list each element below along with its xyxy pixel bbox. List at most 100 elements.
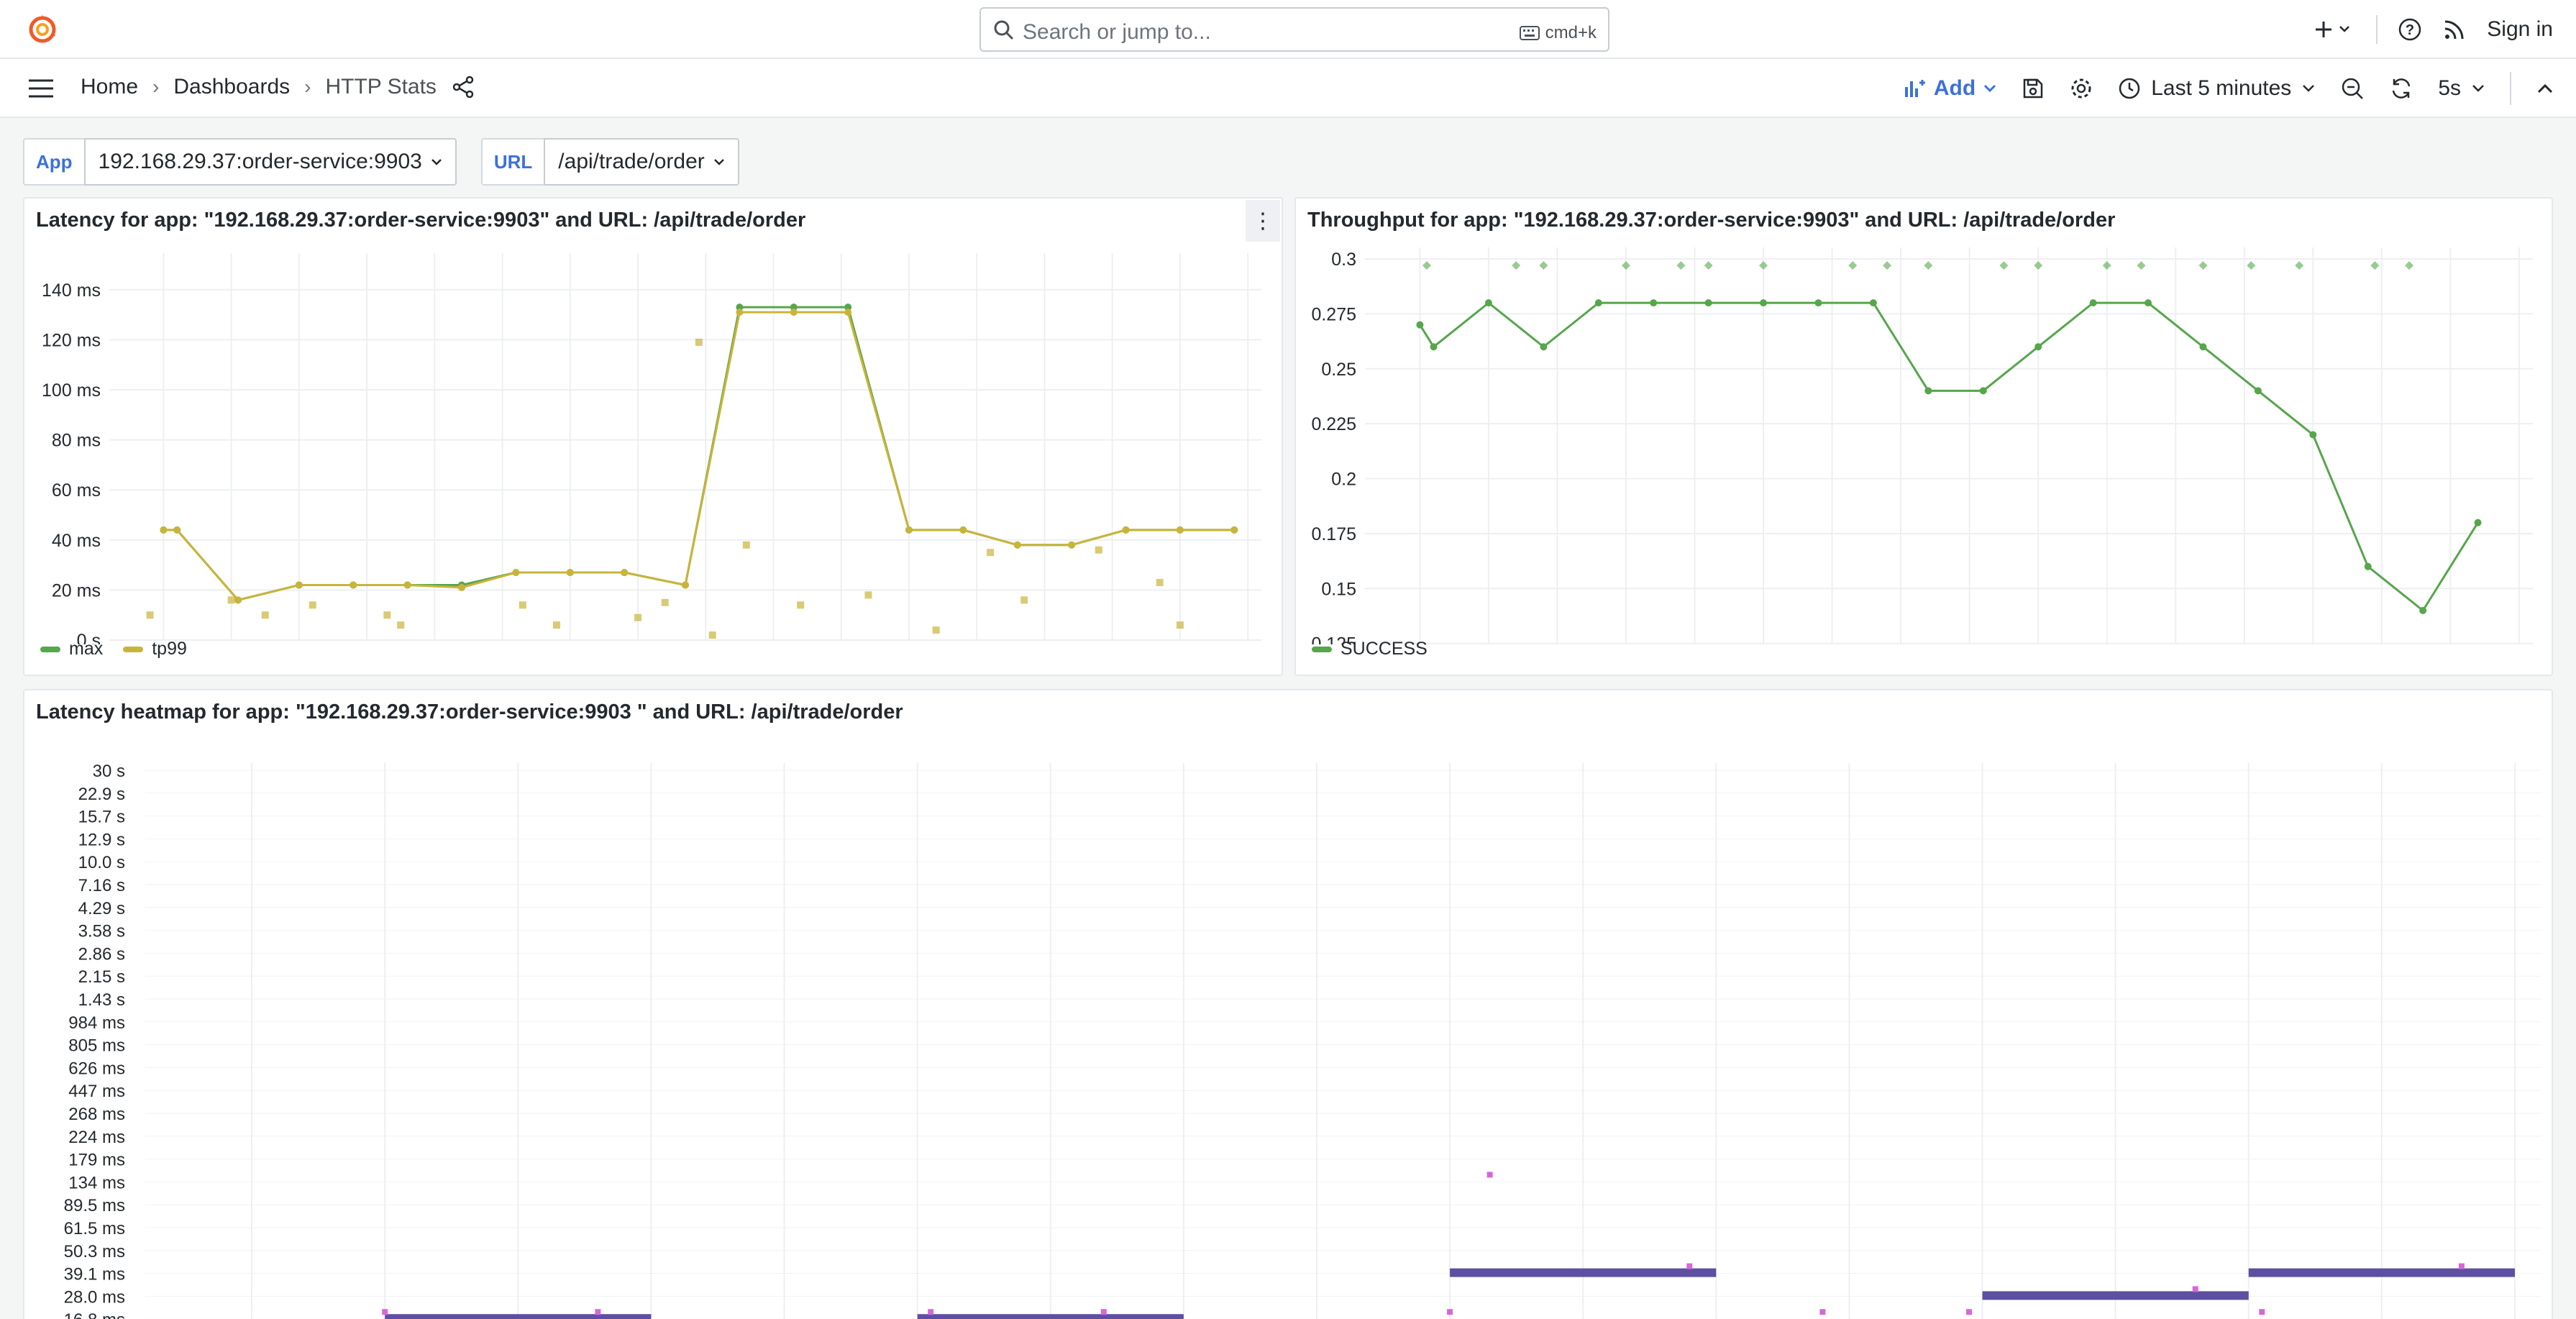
breadcrumb-dashboards[interactable]: Dashboards [173,75,291,99]
heatmap-cell [917,1314,1184,1319]
latency-legend: max tp99 [40,639,187,660]
add-button-label: Add [1933,76,1976,100]
series-point-success [1430,343,1438,351]
y-tick-label: 20 ms [52,580,101,601]
series-point-tp99 [403,581,411,589]
settings-gear-icon[interactable] [2069,76,2093,101]
y-tick-label: 2.86 s [78,944,125,964]
refresh-interval-label: 5s [2438,76,2461,100]
y-tick-label: 16.8 ms [64,1310,125,1319]
search-icon [994,20,1014,40]
zoom-out-icon[interactable] [2340,76,2365,101]
series-point-success [1650,299,1658,307]
series-point-success [2145,299,2152,307]
variable-url: URL /api/trade/order [480,138,739,186]
search-input[interactable]: Search or jump to... cmd+k [979,7,1609,52]
series-line-max [163,306,1235,601]
heatmap-point [595,1309,601,1315]
latency-panel-title[interactable]: Latency for app: "192.168.29.37:order-se… [36,209,806,232]
series-point-tp99 [160,526,168,534]
breadcrumb-current: HTTP Stats [325,75,437,99]
save-icon[interactable] [2022,77,2045,100]
variable-url-select[interactable]: /api/trade/order [544,138,739,186]
clock-icon [2119,78,2140,99]
sign-in-link[interactable]: Sign in [2487,17,2553,41]
legend-item-success[interactable]: SUCCESS [1312,639,1428,660]
series-point-max [844,303,852,311]
template-variables: App 192.168.29.37:order-service:9903 URL… [23,138,739,186]
legend-label-max: max [69,639,104,659]
scatter-point [1924,261,1933,270]
y-tick-label: 1.43 s [78,990,125,1010]
scatter-point [1539,261,1548,270]
divider [2510,72,2511,105]
series-point-success [1540,343,1548,351]
divider [2376,15,2378,44]
series-point-tp99 [1013,541,1021,549]
series-point-success [1704,299,1712,307]
series-point-tp99 [234,596,242,604]
legend-item-tp99[interactable]: tp99 [123,639,187,660]
y-tick-label: 50.3 ms [64,1242,125,1261]
throughput-legend: SUCCESS [1312,639,1428,660]
chevron-down-icon [1984,84,1996,93]
news-rss-icon[interactable] [2442,17,2467,42]
variable-app: App 192.168.29.37:order-service:9903 [23,138,457,186]
time-range-picker[interactable]: Last 5 minutes [2118,76,2316,101]
throughput-chart[interactable]: 0.1250.150.1750.20.2250.250.2750.312:18:… [1296,242,2552,644]
scatter-point [397,621,405,629]
series-point-success [1814,299,1822,307]
scatter-point [2102,261,2111,270]
new-plus-icon[interactable] [2313,19,2356,40]
panel-menu-icon[interactable]: ⋮ [1246,200,1280,242]
menu-hamburger-icon[interactable] [27,76,55,101]
add-button[interactable]: Add [1904,76,1997,101]
share-icon[interactable] [451,75,475,99]
chevron-down-icon [713,159,724,165]
throughput-panel: Throughput for app: "192.168.29.37:order… [1294,197,2553,676]
scatter-point [309,601,316,609]
y-tick-label: 0.275 [1311,304,1356,324]
y-tick-label: 268 ms [68,1105,125,1124]
series-point-success [1869,299,1877,307]
series-point-success [1979,387,1987,395]
heatmap-panel-title[interactable]: Latency heatmap for app: "192.168.29.37:… [36,700,903,724]
y-tick-label: 0.2 [1331,470,1356,490]
refresh-interval-picker[interactable]: 5s [2438,76,2485,101]
variable-app-select[interactable]: 192.168.29.37:order-service:9903 [83,138,457,186]
latency-chart[interactable]: 0 s 20 ms 40 ms 60 ms 80 ms 100 ms 120 ms 140 m… [24,242,1282,644]
series-point-tp99 [566,569,574,577]
heatmap-cell [385,1314,652,1319]
throughput-panel-title[interactable]: Throughput for app: "192.168.29.37:order… [1307,209,2116,232]
scatter-point [1622,261,1631,270]
heatmap-point [382,1309,388,1315]
y-tick-label: 626 ms [68,1059,125,1078]
heatmap-chart[interactable]: 30 s 22.9 s 15.7 s 12.9 s 10.0 s 7.16 s 4.29 s… [24,734,2552,1319]
series-point-tp99 [350,581,357,589]
series-point-tp99 [621,569,629,577]
legend-item-max[interactable]: max [40,639,103,660]
scatter-point [864,591,872,599]
grafana-logo-icon[interactable] [26,13,59,46]
y-tick-label: 3.58 s [78,922,125,941]
series-point-success [2254,387,2262,395]
y-tick-label: 28.0 ms [64,1287,125,1307]
time-range-label: Last 5 minutes [2151,76,2292,100]
heatmap-point [2192,1286,2198,1292]
scatter-point [987,549,995,557]
search-shortcut-label: cmd+k [1545,23,1597,42]
scatter-point [695,338,703,346]
breadcrumb-home[interactable]: Home [81,75,139,99]
heatmap-point [1486,1172,1493,1178]
help-icon[interactable]: ? [2398,17,2422,42]
heatmap-point [1100,1309,1107,1315]
chevron-up-icon[interactable] [2536,82,2554,95]
heatmap-cell [1450,1268,1717,1277]
scatter-point [1020,596,1028,604]
refresh-icon[interactable] [2389,76,2413,101]
scatter-point [1999,261,2009,270]
series-point-success [2309,431,2317,439]
series-point-tp99 [736,309,744,316]
scatter-point [634,613,642,621]
y-tick-label: 0.125 [1311,634,1356,644]
